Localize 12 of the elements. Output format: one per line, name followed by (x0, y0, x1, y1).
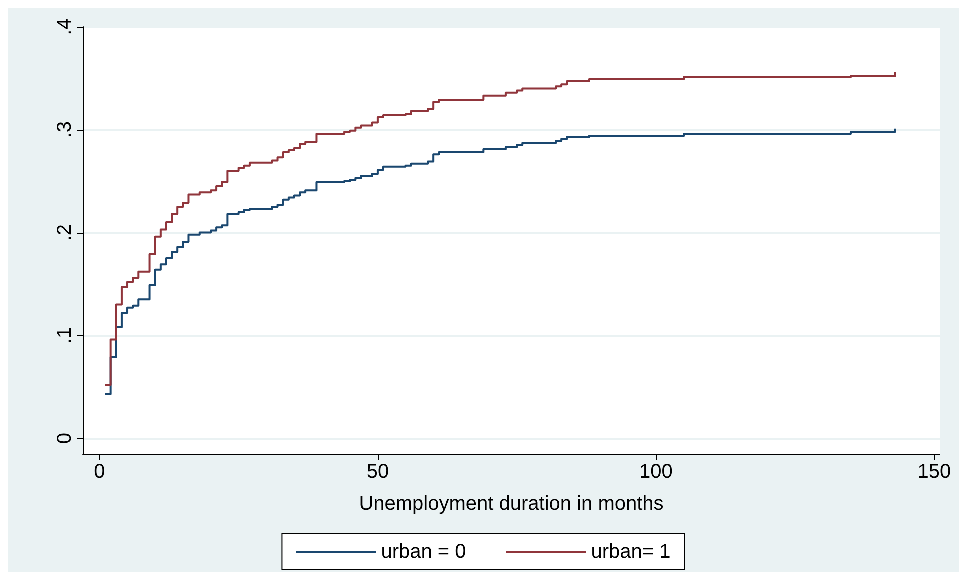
x-axis-title: Unemployment duration in months (359, 493, 664, 515)
x-tick-label: 0 (94, 461, 106, 483)
y-tick-label: .3 (54, 122, 76, 138)
legend-label: urban= 1 (591, 541, 671, 563)
x-tick-label: 100 (640, 461, 673, 483)
legend-label: urban = 0 (381, 541, 466, 563)
x-tick-label: 50 (366, 461, 390, 483)
y-tick-label: .2 (54, 224, 76, 242)
y-tick-label: 0 (54, 433, 76, 444)
y-tick-label: .4 (54, 18, 76, 36)
x-tick-label: 150 (918, 461, 952, 483)
y-tick-label: .1 (54, 327, 76, 344)
